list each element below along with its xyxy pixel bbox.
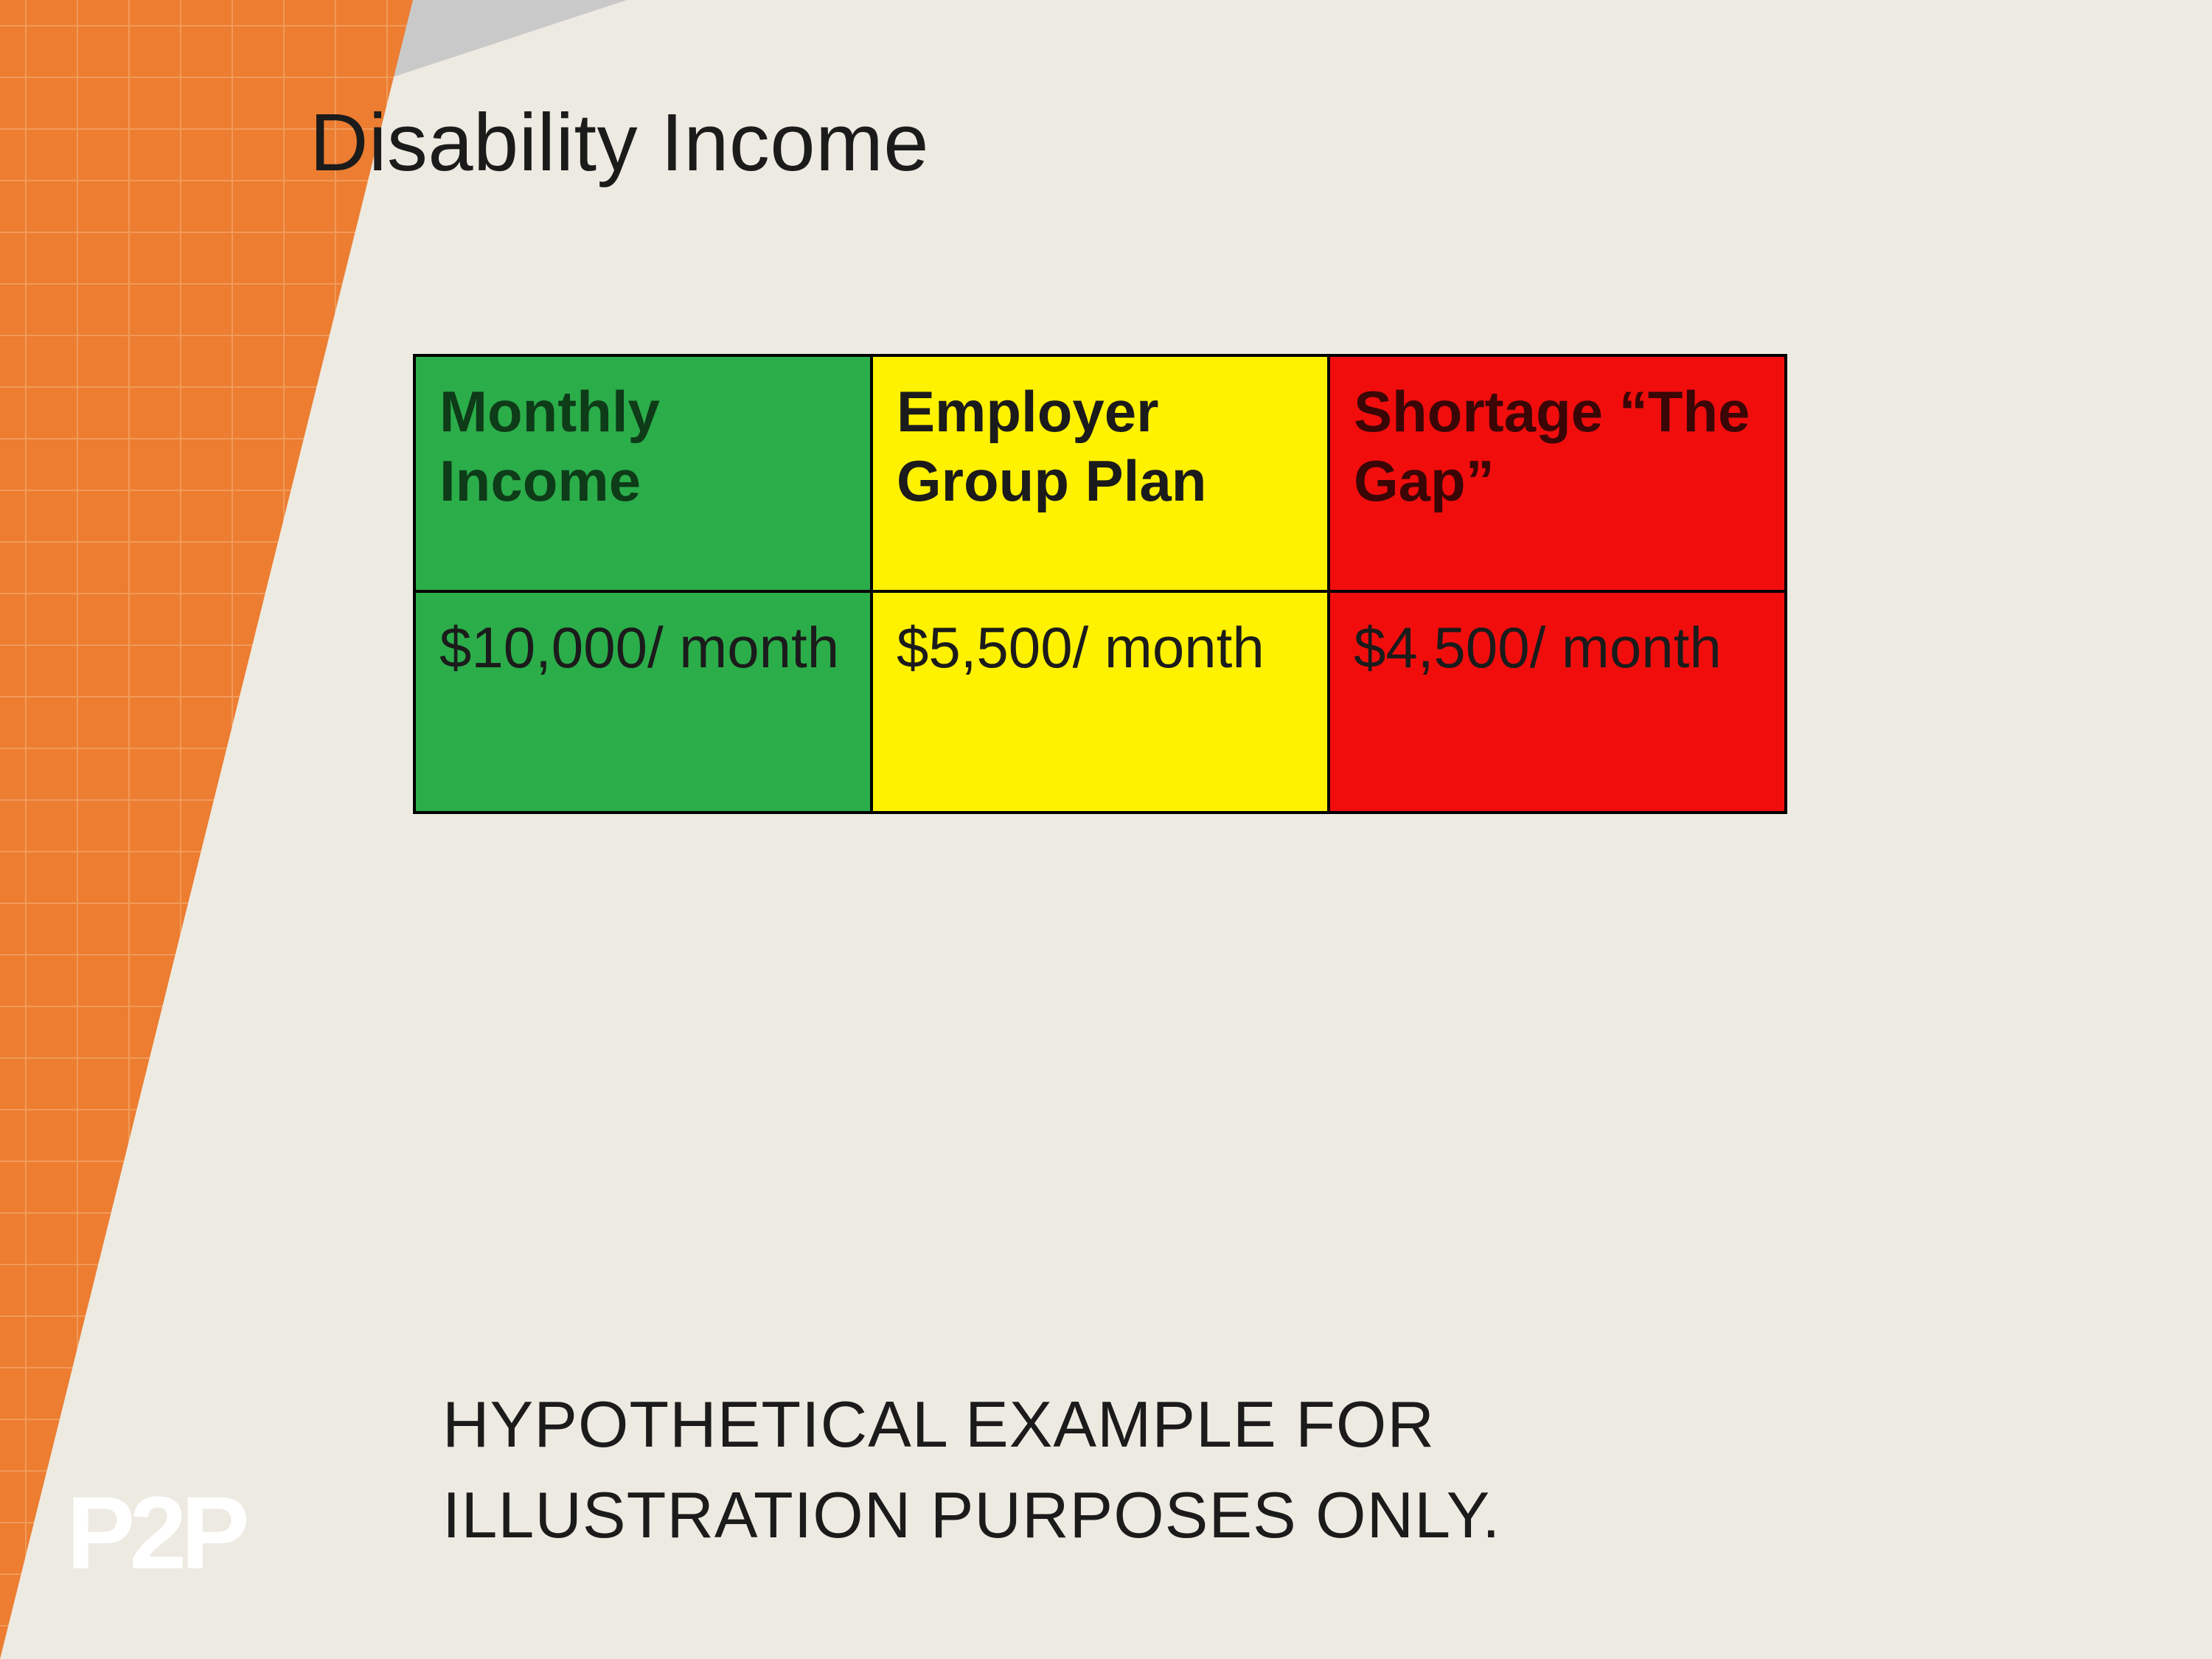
orange-wedge-shape (0, 0, 413, 1659)
income-table: Monthly Income Employer Group Plan Short… (413, 354, 1787, 814)
col-value-employer-plan: $5,500/ month (872, 591, 1329, 813)
table-header-row: Monthly Income Employer Group Plan Short… (414, 355, 1786, 591)
col-value-monthly-income: $10,000/ month (414, 591, 872, 813)
slide-title: Disability Income (310, 96, 929, 189)
col-header-employer-plan: Employer Group Plan (872, 355, 1329, 591)
disclaimer-text: HYPOTHETICAL EXAMPLE FORILLUSTRATION PUR… (442, 1379, 1500, 1560)
table-value-row: $10,000/ month $5,500/ month $4,500/ mon… (414, 591, 1786, 813)
slide: Disability Income Monthly Income Employe… (0, 0, 2212, 1659)
col-header-monthly-income: Monthly Income (414, 355, 872, 591)
p2p-logo: P2P (66, 1473, 244, 1593)
col-header-shortage-gap: Shortage “The Gap” (1329, 355, 1786, 591)
col-value-shortage-gap: $4,500/ month (1329, 591, 1786, 813)
